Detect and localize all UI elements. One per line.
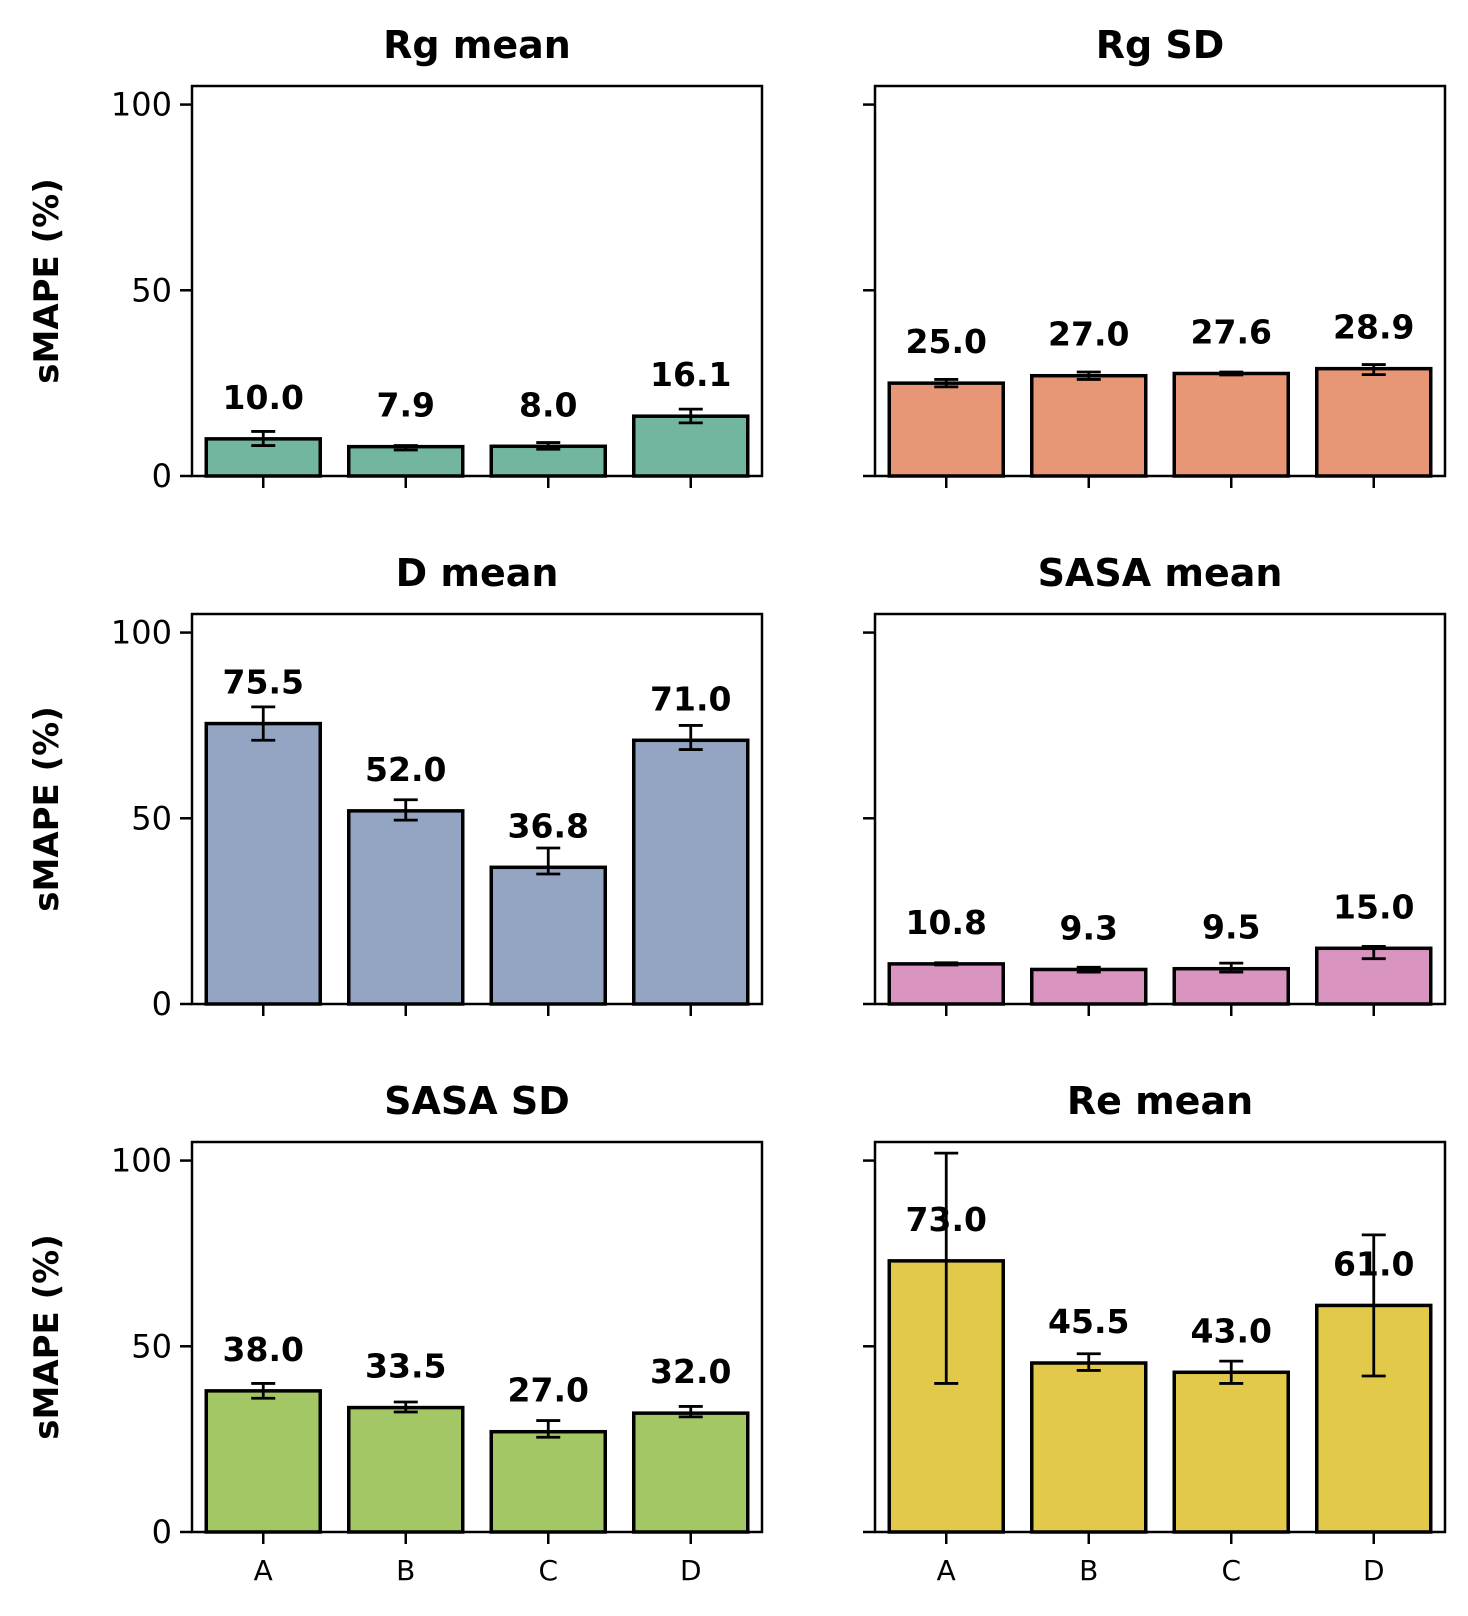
x-tick-label: D	[680, 1554, 702, 1587]
value-label: 32.0	[650, 1352, 731, 1391]
bar-A	[204, 721, 322, 1006]
y-axis-label: sMAPE (%)	[27, 706, 67, 912]
chart-panel: Re mean 73.0 A 45.5 B 43.0 C 61.0 D	[863, 1079, 1447, 1587]
value-label: 52.0	[365, 750, 446, 789]
bar-C	[1172, 966, 1290, 1006]
value-label: 9.3	[1060, 908, 1118, 947]
bar-A	[204, 1389, 322, 1534]
panel-title: Re mean	[1067, 1079, 1253, 1123]
x-tick-label: B	[396, 1554, 415, 1587]
value-label: 28.9	[1333, 308, 1414, 347]
value-label: 75.5	[223, 663, 304, 702]
bar-A	[887, 962, 1005, 1006]
value-label: 10.8	[906, 903, 987, 942]
value-label: 7.9	[377, 386, 435, 425]
chart-panel: D mean sMAPE (%) 0 50 100 75.5 52.0 36.8 71.0	[27, 551, 764, 1023]
chart-panel: Rg mean sMAPE (%) 0 50 100 10.0 7.9 8.0 16.1	[27, 23, 764, 495]
value-label: 9.5	[1202, 908, 1260, 947]
bar-D	[632, 414, 750, 478]
value-label: 10.0	[223, 378, 304, 417]
y-tick-label: 0	[152, 457, 172, 495]
plot-frame	[873, 1140, 1447, 1534]
value-label: 36.8	[508, 806, 589, 845]
x-tick-label: D	[1363, 1554, 1385, 1587]
x-tick-label: C	[1221, 1554, 1241, 1587]
chart-panel: SASA SD sMAPE (%) 0 50 100 38.0 A 33.5 B 27.0 C 32.…	[27, 1079, 764, 1587]
y-tick-label: 0	[152, 985, 172, 1023]
y-tick-label: 50	[131, 1327, 172, 1365]
panel-title: Rg SD	[1096, 23, 1225, 67]
bar-B	[347, 1405, 465, 1534]
value-label: 27.6	[1191, 312, 1272, 351]
y-tick-label: 50	[131, 799, 172, 837]
chart-panel: Rg SD 25.0 27.0 27.6 28.9	[863, 23, 1447, 488]
x-tick-label: A	[937, 1554, 956, 1587]
plot-frame	[190, 612, 764, 1006]
y-tick-label: 100	[111, 86, 172, 124]
bar-D	[1315, 366, 1433, 478]
x-tick-label: B	[1079, 1554, 1098, 1587]
value-label: 61.0	[1333, 1244, 1414, 1283]
value-label: 15.0	[1333, 887, 1414, 926]
value-label: 27.0	[1048, 315, 1129, 354]
panel-title: Rg mean	[383, 23, 571, 67]
plot-frame	[190, 84, 764, 478]
plot-frame	[873, 612, 1447, 1006]
value-label: 25.0	[906, 322, 987, 361]
bar-D	[632, 1411, 750, 1534]
value-label: 73.0	[906, 1200, 987, 1239]
bar-B	[347, 444, 465, 478]
bar-C	[489, 1429, 607, 1534]
bar-B	[1030, 967, 1148, 1006]
panel-title: SASA SD	[384, 1079, 570, 1123]
plot-frame	[190, 1140, 764, 1534]
chart-panel: SASA mean 10.8 9.3 9.5 15.0	[863, 551, 1447, 1016]
panel-title: D mean	[396, 551, 559, 595]
value-label: 33.5	[365, 1347, 446, 1386]
y-tick-label: 100	[111, 1142, 172, 1180]
y-axis-label: sMAPE (%)	[27, 178, 67, 384]
bar-C	[489, 865, 607, 1006]
plot-frame	[873, 84, 1447, 478]
bar-B	[347, 809, 465, 1006]
y-tick-label: 0	[152, 1513, 172, 1551]
bar-D	[632, 738, 750, 1006]
value-label: 71.0	[650, 679, 731, 718]
bar-C	[1172, 371, 1290, 478]
y-axis-label: sMAPE (%)	[27, 1234, 67, 1440]
value-label: 45.5	[1048, 1302, 1129, 1341]
value-label: 38.0	[223, 1330, 304, 1369]
bar-C	[489, 444, 607, 478]
value-label: 8.0	[519, 385, 577, 424]
y-tick-label: 100	[111, 614, 172, 652]
bar-A	[887, 381, 1005, 478]
bar-C	[1172, 1370, 1290, 1534]
value-label: 43.0	[1191, 1311, 1272, 1350]
x-tick-label: A	[254, 1554, 273, 1587]
value-label: 27.0	[508, 1371, 589, 1410]
bar-B	[1030, 1361, 1148, 1534]
x-tick-label: C	[538, 1554, 558, 1587]
value-label: 16.1	[650, 355, 731, 394]
panel-title: SASA mean	[1038, 551, 1283, 595]
bar-B	[1030, 373, 1148, 478]
y-tick-label: 50	[131, 271, 172, 309]
